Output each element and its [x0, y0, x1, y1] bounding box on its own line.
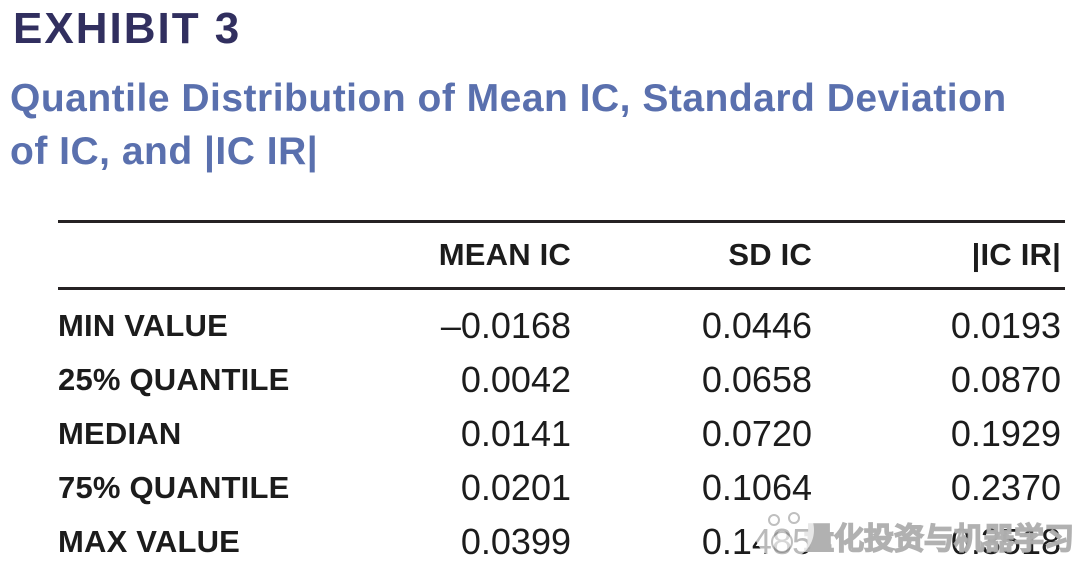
table-row-75-quantile: 75% QUANTILE 0.0201 0.1064 0.2370 [58, 461, 1065, 515]
exhibit-title: Quantile Distribution of Mean IC, Standa… [10, 72, 1007, 178]
cell-mean-ic: 0.0201 [460, 467, 571, 508]
table-header-row: MEAN IC SD IC |IC IR| [58, 223, 1065, 287]
column-header-mean-ic: MEAN IC [438, 237, 571, 272]
table-header-rule [58, 287, 1065, 290]
table-row-min-value: MIN VALUE –0.0168 0.0446 0.0193 [58, 299, 1065, 353]
row-label: MAX VALUE [58, 524, 241, 559]
quantile-table: MEAN IC SD IC |IC IR| MIN VALUE –0.0168 … [58, 220, 1065, 569]
cell-sd-ic: 0.1064 [701, 467, 812, 508]
table-row-25-quantile: 25% QUANTILE 0.0042 0.0658 0.0870 [58, 353, 1065, 407]
row-label: MIN VALUE [58, 308, 228, 343]
cell-mean-ic: 0.0141 [460, 413, 571, 454]
row-label: 75% QUANTILE [58, 470, 290, 505]
cell-mean-ic: –0.0168 [440, 305, 571, 346]
cell-ic-ir: 0.0193 [950, 305, 1061, 346]
row-label: MEDIAN [58, 416, 182, 451]
exhibit-title-line1: Quantile Distribution of Mean IC, Standa… [10, 77, 1007, 120]
cell-sd-ic: 0.1485 [701, 521, 812, 562]
row-label: 25% QUANTILE [58, 362, 290, 397]
column-header-sd-ic: SD IC [728, 237, 812, 272]
cell-sd-ic: 0.0446 [701, 305, 812, 346]
table-row-median: MEDIAN 0.0141 0.0720 0.1929 [58, 407, 1065, 461]
table-body: MIN VALUE –0.0168 0.0446 0.0193 25% QUAN… [58, 290, 1065, 569]
table-top-rule [58, 220, 1065, 223]
cell-ic-ir: 0.0870 [950, 359, 1061, 400]
cell-sd-ic: 0.0720 [701, 413, 812, 454]
cell-sd-ic: 0.0658 [701, 359, 812, 400]
cell-ic-ir: 0.1929 [950, 413, 1061, 454]
cell-ic-ir: 0.3518 [950, 521, 1061, 562]
cell-mean-ic: 0.0042 [460, 359, 571, 400]
exhibit-title-line2: of IC, and |IC IR| [10, 130, 319, 173]
cell-mean-ic: 0.0399 [460, 521, 571, 562]
column-header-ic-ir: |IC IR| [971, 237, 1061, 272]
exhibit-number-heading: EXHIBIT 3 [13, 4, 242, 53]
cell-ic-ir: 0.2370 [950, 467, 1061, 508]
table-row-max-value: MAX VALUE 0.0399 0.1485 0.3518 [58, 515, 1065, 569]
